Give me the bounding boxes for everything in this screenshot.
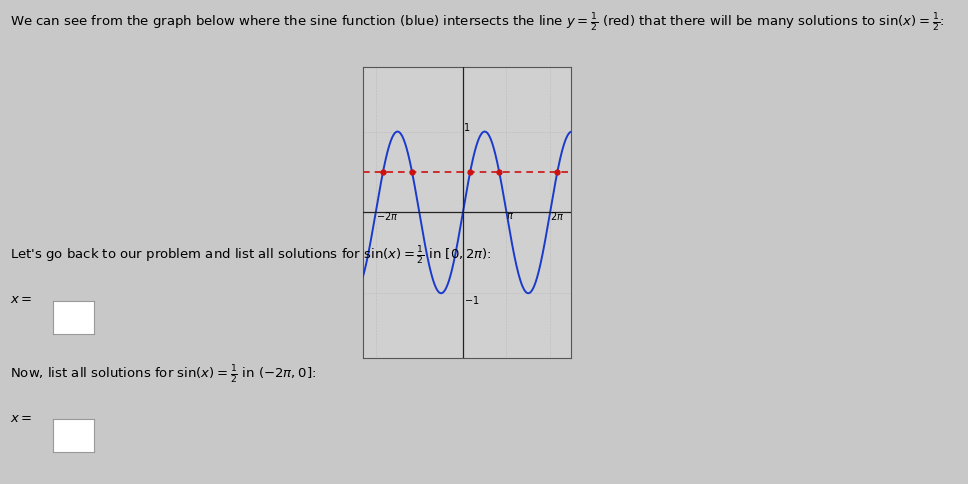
Text: We can see from the graph below where the sine function (blue) intersects the li: We can see from the graph below where th… (10, 12, 945, 34)
Text: Let's go back to our problem and list all solutions for $\sin(x) = \frac{1}{2}$ : Let's go back to our problem and list al… (10, 244, 492, 267)
Text: $x =$: $x =$ (10, 293, 32, 306)
Text: $x =$: $x =$ (10, 411, 32, 424)
Text: 1: 1 (464, 122, 469, 132)
Text: $\pi$: $\pi$ (506, 211, 514, 221)
Text: $-1$: $-1$ (464, 294, 479, 305)
Text: $-2\pi$: $-2\pi$ (376, 210, 398, 222)
Text: Now, list all solutions for $\sin(x) = \frac{1}{2}$ in $(-2\pi, 0]$:: Now, list all solutions for $\sin(x) = \… (10, 363, 316, 385)
Text: $2\pi$: $2\pi$ (550, 210, 564, 222)
